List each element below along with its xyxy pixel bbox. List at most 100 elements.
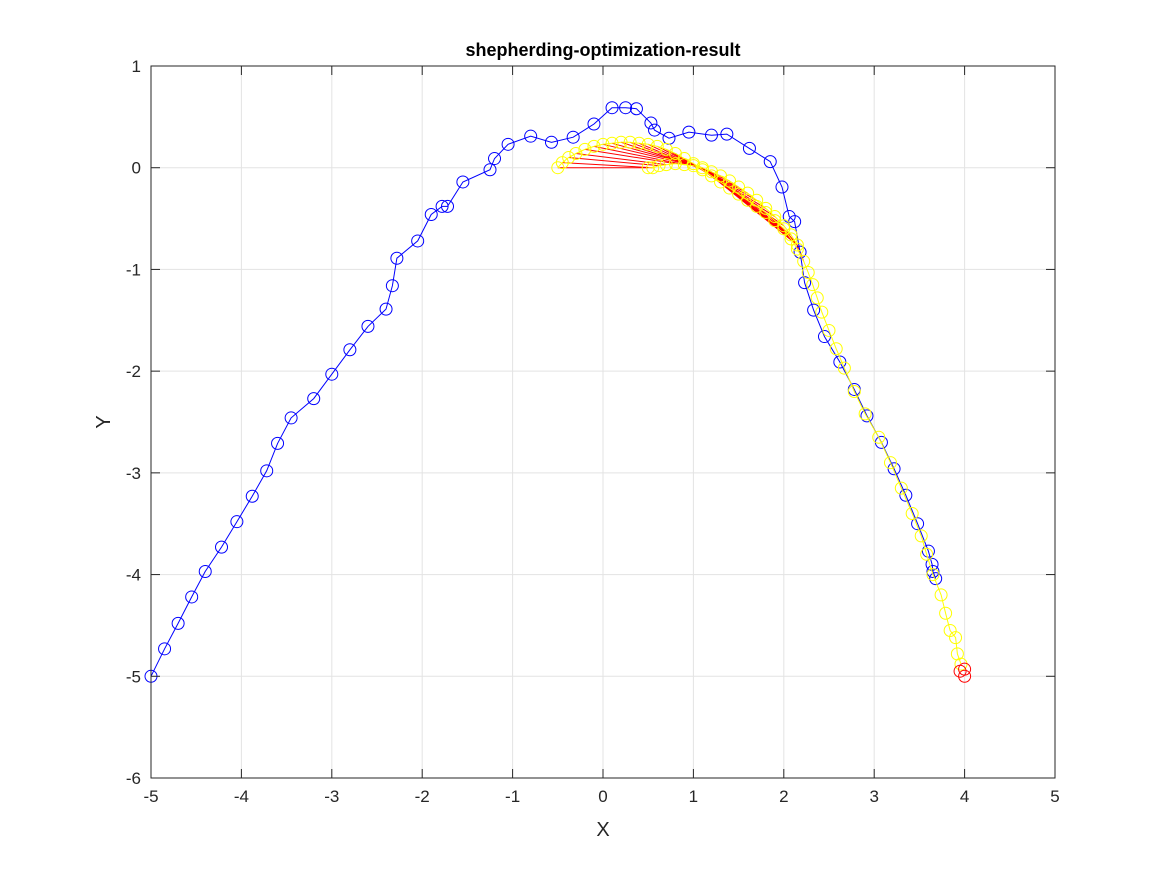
y-tick-label: 1 xyxy=(132,57,141,76)
data-point xyxy=(641,137,655,151)
chart-title: shepherding-optimization-result xyxy=(465,40,740,60)
data-point xyxy=(815,305,829,319)
data-point xyxy=(723,181,737,195)
data-point xyxy=(934,588,948,602)
data-point xyxy=(578,142,592,156)
y-tick-label: -6 xyxy=(126,769,141,788)
data-point xyxy=(644,116,658,130)
data-point xyxy=(807,303,821,317)
data-point xyxy=(379,302,393,316)
data-point xyxy=(390,251,404,265)
y-tick-label: -5 xyxy=(126,667,141,686)
data-point xyxy=(524,129,538,143)
y-tick-label: 0 xyxy=(132,159,141,178)
data-point xyxy=(198,565,212,579)
data-point xyxy=(695,161,709,175)
data-point xyxy=(551,161,565,175)
data-point xyxy=(385,279,399,293)
data-point xyxy=(775,180,789,194)
data-point xyxy=(441,199,455,213)
data-point xyxy=(790,238,804,252)
data-point xyxy=(801,265,815,279)
data-point xyxy=(759,201,773,215)
x-tick-label: 0 xyxy=(598,787,607,806)
data-point xyxy=(668,157,682,171)
data-point xyxy=(185,590,199,604)
data-point xyxy=(732,187,746,201)
data-point xyxy=(768,210,782,224)
data-point xyxy=(650,139,664,153)
data-point xyxy=(619,101,633,115)
data-point xyxy=(501,137,515,151)
x-tick-label: 2 xyxy=(779,787,788,806)
data-point xyxy=(914,529,928,543)
data-point xyxy=(837,361,851,375)
data-point xyxy=(596,137,610,151)
data-point xyxy=(307,392,321,406)
data-point xyxy=(759,205,773,219)
data-point xyxy=(171,616,185,630)
data-point xyxy=(894,481,908,495)
data-point xyxy=(793,245,807,259)
data-point xyxy=(641,161,655,175)
data-point xyxy=(858,407,872,421)
data-point xyxy=(860,409,874,423)
data-point xyxy=(215,540,229,554)
y-tick-label: -4 xyxy=(126,566,141,585)
data-point xyxy=(587,117,601,131)
plot-area xyxy=(144,101,972,683)
x-tick-label: 4 xyxy=(960,787,969,806)
data-point xyxy=(361,319,375,333)
y-tick-label: -2 xyxy=(126,362,141,381)
data-point xyxy=(949,631,963,645)
series-line xyxy=(150,107,937,677)
data-point xyxy=(483,163,497,177)
x-tick-label: 3 xyxy=(869,787,878,806)
data-point xyxy=(648,123,662,137)
y-tick-label: -3 xyxy=(126,464,141,483)
data-point xyxy=(605,136,619,150)
data-point xyxy=(629,102,643,116)
data-point xyxy=(742,141,756,155)
data-point xyxy=(822,323,836,337)
data-point xyxy=(245,489,259,503)
data-point xyxy=(435,199,449,213)
data-point xyxy=(284,411,298,425)
x-tick-label: 5 xyxy=(1050,787,1059,806)
data-point xyxy=(939,606,953,620)
data-point xyxy=(325,367,339,381)
link-line xyxy=(584,148,676,165)
data-point xyxy=(810,291,824,305)
x-tick-label: 1 xyxy=(689,787,698,806)
data-point xyxy=(569,146,583,160)
data-point xyxy=(566,130,580,144)
link-line xyxy=(562,162,653,169)
data-point xyxy=(614,135,628,149)
data-point xyxy=(958,662,972,676)
data-point xyxy=(750,193,764,207)
data-point xyxy=(704,169,718,183)
data-point xyxy=(929,572,943,586)
x-tick-label: -4 xyxy=(234,787,249,806)
data-point xyxy=(872,430,886,444)
data-point xyxy=(763,155,777,169)
data-point xyxy=(158,642,172,656)
data-point xyxy=(899,488,913,502)
y-axis-label: Y xyxy=(93,415,115,428)
data-point xyxy=(544,135,558,149)
series-3 xyxy=(953,662,972,683)
data-point xyxy=(686,159,700,173)
data-point xyxy=(587,139,601,153)
data-point xyxy=(958,669,972,683)
data-point xyxy=(797,254,811,268)
data-point xyxy=(806,278,820,292)
data-point xyxy=(741,186,755,200)
data-point xyxy=(883,456,897,470)
data-point xyxy=(704,128,718,142)
data-point xyxy=(677,158,691,172)
data-point xyxy=(456,175,470,189)
data-point xyxy=(887,462,901,476)
data-point xyxy=(723,174,737,188)
data-point xyxy=(646,161,660,175)
x-tick-label: -5 xyxy=(143,787,158,806)
